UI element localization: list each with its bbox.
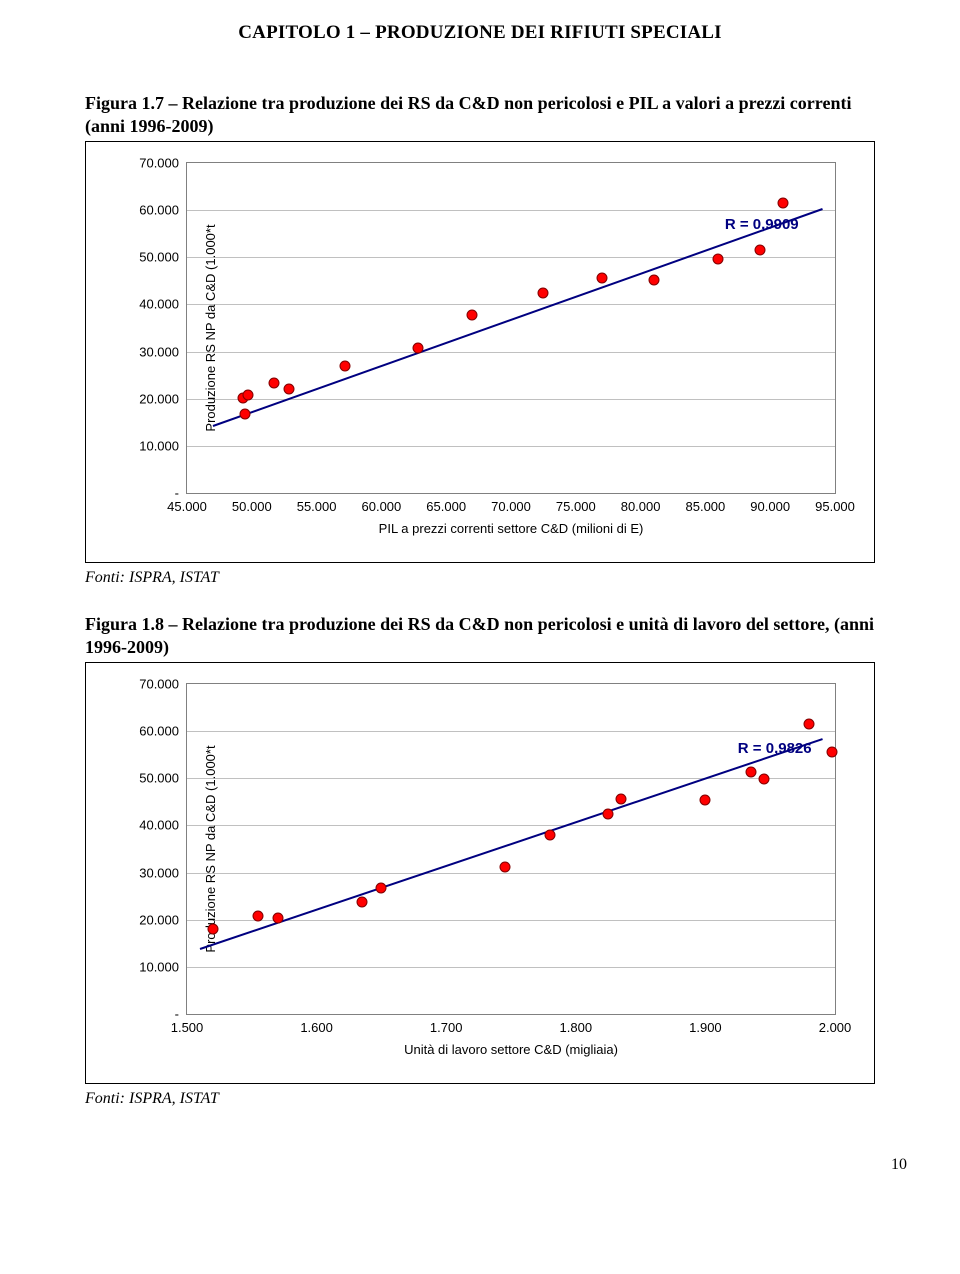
figure-1-8-gridline bbox=[187, 873, 835, 874]
figure-1-7-data-point bbox=[242, 390, 253, 401]
figure-1-7-data-point bbox=[713, 253, 724, 264]
figure-1-8-xtick-label: 1.800 bbox=[560, 1020, 593, 1035]
figure-1-8-xlabel: Unità di lavoro settore C&D (migliaia) bbox=[404, 1042, 618, 1057]
figure-1-7-data-point bbox=[284, 384, 295, 395]
figure-1-7-xtick-label: 80.000 bbox=[621, 499, 661, 514]
figure-1-8-ytick-label: 20.000 bbox=[139, 912, 179, 927]
figure-1-8-plot-area: R = 0,9826 -10.00020.00030.00040.00050.0… bbox=[186, 683, 836, 1015]
figure-1-7-chart: R = 0,9909 -10.00020.00030.00040.00050.0… bbox=[85, 141, 875, 563]
figure-1-8-ytick-label: 70.000 bbox=[139, 677, 179, 692]
figure-1-8-xtick-label: 1.700 bbox=[430, 1020, 463, 1035]
figure-1-7-gridline bbox=[187, 446, 835, 447]
figure-1-8-trendline bbox=[200, 738, 823, 950]
figure-1-7-gridline bbox=[187, 352, 835, 353]
figure-1-7-ylabel: Produzione RS NP da C&D (1.000*t bbox=[203, 224, 218, 431]
figure-1-7-xtick-label: 90.000 bbox=[750, 499, 790, 514]
figure-1-7-ytick-label: 50.000 bbox=[139, 250, 179, 265]
figure-1-8-source: Fonti: ISPRA, ISTAT bbox=[85, 1090, 875, 1108]
figure-1-8-gridline bbox=[187, 967, 835, 968]
figure-1-8-data-point bbox=[827, 747, 838, 758]
figure-1-8-data-point bbox=[603, 808, 614, 819]
figure-1-8-data-point bbox=[804, 719, 815, 730]
figure-1-7-xtick-label: 95.000 bbox=[815, 499, 855, 514]
figure-1-7-ytick-label: 40.000 bbox=[139, 297, 179, 312]
figure-1-7-data-point bbox=[240, 408, 251, 419]
figure-1-8-ylabel: Produzione RS NP da C&D (1.000*t bbox=[203, 745, 218, 952]
figure-1-8-data-point bbox=[745, 767, 756, 778]
figure-1-7-prefix: Figura 1.7 – bbox=[85, 93, 182, 113]
figure-1-8-chart: R = 0,9826 -10.00020.00030.00040.00050.0… bbox=[85, 662, 875, 1084]
figure-1-7-data-point bbox=[754, 245, 765, 256]
document-page: CAPITOLO 1 – PRODUZIONE DEI RIFIUTI SPEC… bbox=[0, 0, 960, 1204]
figure-1-7-trendline bbox=[213, 208, 823, 427]
figure-1-7-data-point bbox=[538, 287, 549, 298]
figure-1-7-data-point bbox=[268, 378, 279, 389]
figure-1-8-ytick-label: 40.000 bbox=[139, 818, 179, 833]
figure-1-7-ytick-label: 30.000 bbox=[139, 344, 179, 359]
figure-1-8-ytick-label: 10.000 bbox=[139, 959, 179, 974]
figure-1-8-data-point bbox=[253, 910, 264, 921]
figure-1-7-gridline bbox=[187, 210, 835, 211]
figure-1-7-ytick-label: 60.000 bbox=[139, 203, 179, 218]
figure-1-8-body: Relazione tra produzione dei RS da C&D n… bbox=[85, 614, 874, 657]
chapter-header: CAPITOLO 1 – PRODUZIONE DEI RIFIUTI SPEC… bbox=[45, 0, 915, 84]
figure-1-7-xtick-label: 45.000 bbox=[167, 499, 207, 514]
figure-1-8-xtick-label: 2.000 bbox=[819, 1020, 852, 1035]
figure-1-7-xtick-label: 65.000 bbox=[426, 499, 466, 514]
figure-1-7-ytick-label: 10.000 bbox=[139, 438, 179, 453]
figure-1-7-xtick-label: 60.000 bbox=[362, 499, 402, 514]
figure-1-7-xtick-label: 55.000 bbox=[297, 499, 337, 514]
figure-1-8-data-point bbox=[544, 830, 555, 841]
figure-1-7-data-point bbox=[467, 309, 478, 320]
figure-1-7-xtick-label: 70.000 bbox=[491, 499, 531, 514]
figure-1-8-prefix: Figura 1.8 – bbox=[85, 614, 182, 634]
figure-1-8-xtick-label: 1.900 bbox=[689, 1020, 722, 1035]
figure-1-8-ytick-label: 30.000 bbox=[139, 865, 179, 880]
figure-1-7-body: Relazione tra produzione dei RS da C&D n… bbox=[85, 93, 851, 136]
page-number: 10 bbox=[45, 1134, 915, 1174]
figure-1-7-data-point bbox=[778, 198, 789, 209]
figure-1-8-gridline bbox=[187, 731, 835, 732]
figure-1-7-caption: Figura 1.7 – Relazione tra produzione de… bbox=[85, 92, 875, 137]
figure-1-7-gridline bbox=[187, 304, 835, 305]
figure-1-7-data-point bbox=[648, 274, 659, 285]
figure-1-8-gridline bbox=[187, 778, 835, 779]
figure-1-8-xtick-label: 1.600 bbox=[300, 1020, 333, 1035]
figure-1-7-xlabel: PIL a prezzi correnti settore C&D (milio… bbox=[379, 521, 644, 536]
figure-1-8-ytick-label: 50.000 bbox=[139, 771, 179, 786]
figure-1-7-gridline bbox=[187, 257, 835, 258]
figure-1-7-source: Fonti: ISPRA, ISTAT bbox=[85, 569, 875, 587]
figure-1-7-ytick-label: 20.000 bbox=[139, 391, 179, 406]
figure-1-7-plot-area: R = 0,9909 -10.00020.00030.00040.00050.0… bbox=[186, 162, 836, 494]
figure-1-7-ytick-label: 70.000 bbox=[139, 156, 179, 171]
figure-1-7-xtick-label: 85.000 bbox=[686, 499, 726, 514]
figure-1-7-data-point bbox=[340, 361, 351, 372]
figure-1-8-data-point bbox=[376, 882, 387, 893]
figure-1-8-gridline bbox=[187, 825, 835, 826]
figure-1-8-data-point bbox=[758, 773, 769, 784]
figure-1-7-xtick-label: 50.000 bbox=[232, 499, 272, 514]
figure-1-8-data-point bbox=[499, 861, 510, 872]
figure-1-8-data-point bbox=[207, 924, 218, 935]
figure-1-7-xtick-label: 75.000 bbox=[556, 499, 596, 514]
figure-1-8-xtick-label: 1.500 bbox=[171, 1020, 204, 1035]
figure-1-8-data-point bbox=[356, 896, 367, 907]
figure-1-8-data-point bbox=[616, 793, 627, 804]
figure-1-7-data-point bbox=[412, 343, 423, 354]
figure-1-7-data-point bbox=[596, 273, 607, 284]
figure-1-8-data-point bbox=[272, 912, 283, 923]
figure-1-8-data-point bbox=[700, 795, 711, 806]
figure-1-8-ytick-label: 60.000 bbox=[139, 724, 179, 739]
figure-1-8-caption: Figura 1.8 – Relazione tra produzione de… bbox=[85, 613, 875, 658]
